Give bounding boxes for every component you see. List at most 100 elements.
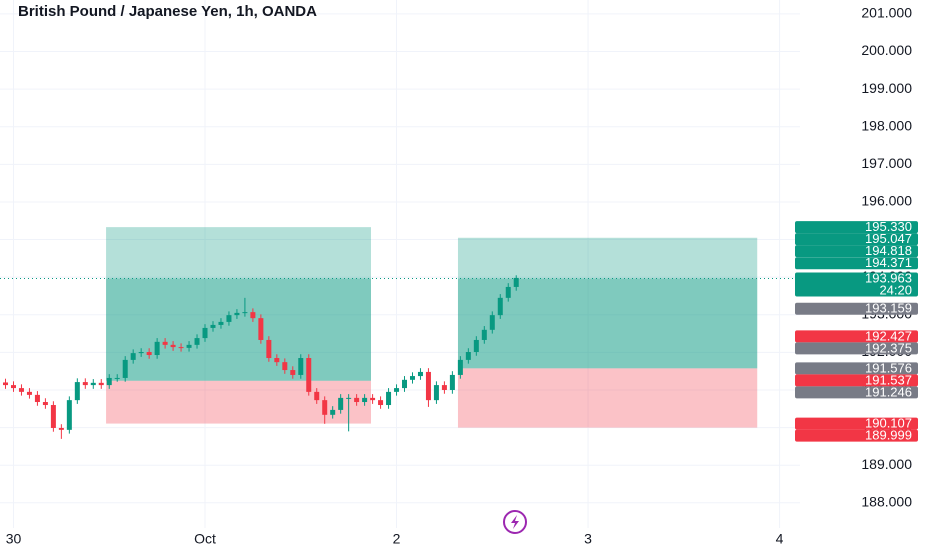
candle-body	[441, 385, 447, 390]
candle-body	[505, 286, 511, 298]
y-tick-label: 201.000	[861, 5, 912, 21]
candle-body	[394, 388, 400, 392]
candle-body	[98, 382, 104, 386]
candle-body	[18, 388, 24, 392]
price-tag: 192.375	[795, 340, 918, 355]
price-tag-label: 195.330	[865, 219, 912, 234]
candle-body	[417, 371, 423, 377]
plot-area	[0, 227, 800, 439]
price-tag-box	[795, 257, 918, 270]
candle-body	[34, 394, 40, 403]
candle-body	[242, 312, 248, 314]
candle-body	[170, 344, 176, 348]
candle-body	[114, 377, 120, 379]
price-tag-label: 195.047	[865, 231, 912, 246]
price-tag: 190.107	[795, 416, 918, 431]
candle-body	[146, 352, 152, 356]
candle-body	[162, 341, 168, 345]
candle-body	[362, 397, 368, 403]
candle-body	[306, 358, 312, 392]
price-tag-box	[795, 342, 918, 355]
candle-body	[266, 339, 272, 359]
loss-zone	[106, 380, 371, 424]
price-tag: 191.576	[795, 360, 918, 375]
candle-body	[194, 338, 200, 345]
candle-body	[513, 277, 519, 287]
candle-body	[234, 312, 240, 316]
price-tag-label: 194.818	[865, 243, 912, 258]
price-tag-label: 191.246	[865, 384, 912, 399]
price-tag: 195.047	[795, 231, 918, 246]
candle-body	[186, 344, 192, 348]
candle-body	[370, 397, 376, 401]
candle-body	[26, 391, 32, 395]
price-tag-box	[795, 302, 918, 315]
candle-body	[130, 353, 136, 360]
price-tag-label: 192.427	[865, 328, 912, 343]
y-tick-label: 200.000	[861, 42, 912, 58]
price-tag: 189.999	[795, 428, 918, 443]
price-tag-box	[795, 330, 918, 343]
candle-body	[226, 315, 232, 322]
candle-body	[106, 377, 112, 386]
candle-body	[82, 382, 88, 386]
price-tag: 191.537	[795, 372, 918, 387]
candle-body	[58, 427, 64, 430]
price-tag: 192.427	[795, 328, 918, 343]
x-tick-label: 2	[393, 531, 401, 547]
candle-body	[465, 352, 471, 360]
chart-title: British Pound / Japanese Yen, 1h, OANDA	[18, 3, 317, 20]
price-tag-box	[795, 417, 918, 430]
candle-body	[481, 329, 487, 340]
candle-body	[178, 347, 184, 349]
candle-body	[497, 297, 503, 316]
candle-body	[66, 400, 72, 430]
price-tag-box	[795, 233, 918, 246]
price-tag-label: 191.576	[865, 360, 912, 375]
candle-body	[402, 379, 408, 389]
price-tag: 194.371	[795, 255, 918, 270]
candle-body	[250, 312, 256, 319]
candle-body	[90, 382, 96, 386]
price-tag-box	[795, 272, 918, 297]
loss-zone	[457, 368, 758, 428]
grid	[0, 0, 800, 528]
price-tag-box	[795, 386, 918, 399]
candle-body	[3, 382, 9, 386]
candle-body	[202, 327, 208, 339]
price-tag-label: 191.537	[865, 372, 912, 387]
price-tag-box	[795, 221, 918, 234]
candle-body	[290, 370, 296, 375]
price-tag: 193.159	[795, 301, 918, 316]
candle-body	[473, 339, 479, 352]
candle-body	[386, 391, 392, 406]
price-tag-label: 193.963	[865, 270, 912, 285]
profit-zone	[106, 227, 371, 381]
candle-body	[489, 315, 495, 330]
price-tag: 191.246	[795, 384, 918, 399]
candle-body	[457, 359, 463, 375]
lightning-icon[interactable]	[503, 510, 527, 534]
candle-body	[322, 400, 328, 415]
price-tag-label: 190.107	[865, 416, 912, 431]
candle-body	[138, 352, 144, 354]
candle-body	[122, 359, 128, 378]
candle-body	[274, 358, 280, 363]
candle-body	[330, 409, 336, 415]
price-tag-box	[795, 374, 918, 387]
candle-body	[258, 318, 264, 340]
candle-body	[74, 382, 80, 401]
open-profit	[457, 278, 758, 369]
candle-body	[346, 397, 352, 399]
countdown: 24:20	[879, 282, 912, 297]
price-tag-box	[795, 245, 918, 258]
x-tick-label: 4	[776, 531, 784, 547]
x-tick-label: Oct	[194, 531, 216, 547]
profit-zone	[457, 237, 758, 369]
price-tag: 195.330	[795, 219, 918, 234]
candle-body	[42, 402, 48, 406]
price-tag-label: 193.159	[865, 301, 912, 316]
candle-body	[218, 321, 224, 325]
candle-body	[338, 397, 344, 410]
open-profit	[106, 278, 371, 381]
